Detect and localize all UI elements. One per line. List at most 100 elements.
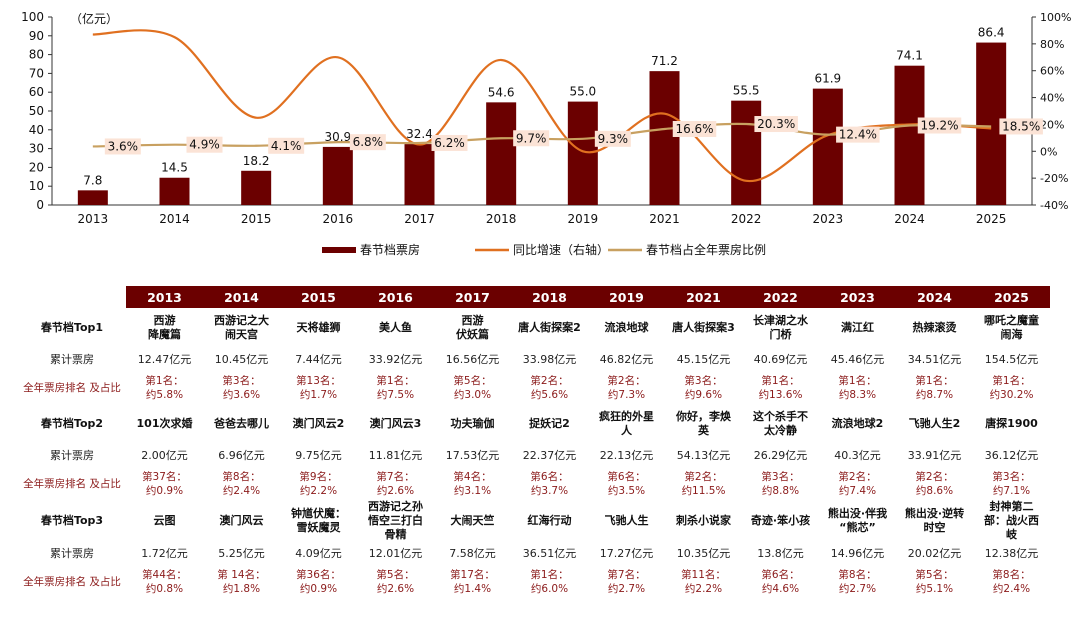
right-tick-label: 0% [1040,145,1057,158]
rank-share-cell: 第2名： 约7.4% [819,468,896,500]
left-tick-label: 40 [29,123,44,137]
left-tick-label: 10 [29,179,44,193]
x-tick-label: 2019 [568,212,599,226]
rank-share-cell: 第5名： 约5.1% [896,566,973,598]
box-office-cell: 40.3亿元 [819,444,896,468]
rank-share-cell: 第1名： 约13.6% [742,372,819,404]
share-value-label: 3.6% [108,139,139,153]
left-tick-label: 30 [29,142,44,156]
rank-share-cell: 第7名： 约2.7% [588,566,665,598]
film-title-cell: 唐人街探案2 [511,308,588,348]
box-office-cell: 7.44亿元 [280,348,357,372]
bar [568,102,598,205]
film-title-cell: 西游记之大 闹天宫 [203,308,280,348]
film-title-cell: 刺杀小说家 [665,500,742,542]
bar-value-label: 54.6 [488,85,515,99]
box-office-cell: 26.29亿元 [742,444,819,468]
film-title-cell: 唐人街探案3 [665,308,742,348]
film-title-cell: 热辣滚烫 [896,308,973,348]
box-office-cell: 4.09亿元 [280,542,357,566]
top3-films-row: 春节档Top3 云图 澳门风云 钟馗伏魔： 雪妖魔灵 西游记之孙 悟空三打白 骨精 大闹天… [18,500,1050,542]
x-tick-label: 2013 [78,212,109,226]
box-office-cell: 6.96亿元 [203,444,280,468]
box-office-cell: 9.75亿元 [280,444,357,468]
legend-label-share: 春节档占全年票房比例 [646,242,766,257]
share-value-label: 19.2% [920,119,958,133]
rank-share-cell: 第1名： 约8.7% [896,372,973,404]
year-header-row: 2013 2014 2015 2016 2017 2018 2019 2021 2022 2023… [18,286,1050,308]
share-value-label: 4.1% [271,139,302,153]
box-office-cell: 36.12亿元 [973,444,1050,468]
film-title-cell: 流浪地球 [588,308,665,348]
bar [78,190,108,205]
year-header: 2017 [434,286,511,308]
film-title-cell: 功夫瑜伽 [434,404,511,444]
box-office-cell: 16.56亿元 [434,348,511,372]
rank-share-cell: 第1名： 约8.3% [819,372,896,404]
left-tick-label: 60 [29,85,44,99]
left-tick-label: 0 [36,198,44,212]
bar-value-label: 61.9 [814,72,841,86]
box-office-cell: 22.13亿元 [588,444,665,468]
x-tick-label: 2021 [649,212,680,226]
box-office-chart: 0 10 20 30 40 50 60 70 80 90 100 -40% -20% 0% 20% 40% 60… [0,0,1080,270]
right-tick-label: 100% [1040,11,1071,24]
x-tick-label: 2018 [486,212,517,226]
box-office-cell: 154.5亿元 [973,348,1050,372]
bar-value-label: 14.5 [161,161,188,175]
row-label: 全年票房排名 及占比 [18,468,126,500]
film-title-cell: 西游记之孙 悟空三打白 骨精 [357,500,434,542]
bar [813,89,843,205]
rank-share-cell: 第3名： 约9.6% [665,372,742,404]
bar-value-label: 55.5 [733,84,760,98]
box-office-cell: 17.53亿元 [434,444,511,468]
row-label: 累计票房 [18,348,126,372]
x-tick-label: 2024 [894,212,925,226]
rank-share-cell: 第3名： 约3.6% [203,372,280,404]
film-title-cell: 钟馗伏魔： 雪妖魔灵 [280,500,357,542]
rank-share-cell: 第8名： 约2.7% [819,566,896,598]
year-header: 2025 [973,286,1050,308]
share-value-label: 12.4% [839,128,877,142]
top1-rank-row: 全年票房排名 及占比 第1名： 约5.8% 第3名： 约3.6% 第13名： 约1.7… [18,372,1050,404]
bar-value-label: 74.1 [896,49,923,63]
top3-box-row: 累计票房 1.72亿元 5.25亿元 4.09亿元 12.01亿元 7.58亿元 36.51… [18,542,1050,566]
rank-share-cell: 第9名： 约2.2% [280,468,357,500]
rank-share-cell: 第6名： 约3.5% [588,468,665,500]
rank-share-cell: 第17名： 约1.4% [434,566,511,598]
bar-value-label: 7.8 [83,173,102,187]
legend-label-box-office: 春节档票房 [360,242,420,257]
legend-swatch-box-office [322,247,356,253]
film-title-cell: 澳门风云3 [357,404,434,444]
film-title-cell: 澳门风云 [203,500,280,542]
rank-share-cell: 第1名： 约6.0% [511,566,588,598]
rank-share-cell: 第6名： 约4.6% [742,566,819,598]
share-value-label: 16.6% [675,122,713,136]
year-header: 2022 [742,286,819,308]
right-tick-label: 80% [1040,38,1064,51]
film-title-cell: 西游 伏妖篇 [434,308,511,348]
film-title-cell: 捉妖记2 [511,404,588,444]
box-office-cell: 14.96亿元 [819,542,896,566]
film-title-cell: 长津湖之水 门桥 [742,308,819,348]
bar [323,147,353,205]
box-office-cell: 12.01亿元 [357,542,434,566]
rank-share-cell: 第2名： 约7.3% [588,372,665,404]
rank-share-cell: 第44名： 约0.8% [126,566,203,598]
film-title-cell: 爸爸去哪儿 [203,404,280,444]
box-office-cell: 17.27亿元 [588,542,665,566]
growth-line [93,30,991,181]
right-tick-label: 20% [1040,118,1064,131]
box-office-cell: 12.47亿元 [126,348,203,372]
row-label: 累计票房 [18,444,126,468]
box-office-cell: 40.69亿元 [742,348,819,372]
share-value-label: 20.3% [757,117,795,131]
year-header: 2019 [588,286,665,308]
rank-share-cell: 第3名： 约7.1% [973,468,1050,500]
year-header: 2014 [203,286,280,308]
box-office-cell: 33.98亿元 [511,348,588,372]
year-header: 2018 [511,286,588,308]
film-title-cell: 飞驰人生2 [896,404,973,444]
bar [160,178,190,205]
film-title-cell: 熊出没·伴我 “熊芯” [819,500,896,542]
